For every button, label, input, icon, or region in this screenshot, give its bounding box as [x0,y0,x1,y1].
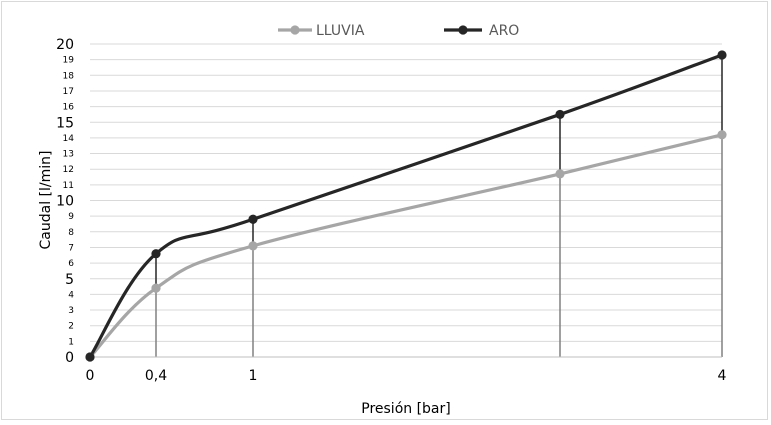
series-line-lluvia [88,133,723,359]
data-point-aro-2 [248,214,258,224]
legend-label-aro: ARO [489,23,519,39]
data-point-aro-0 [85,352,95,362]
y-tick-label-17: 17 [63,87,74,97]
series-lines [88,53,723,359]
y-tick-label-14: 14 [63,134,75,144]
y-tick-label-4: 4 [68,290,74,300]
y-axis-title: Caudal [l/min] [38,151,54,250]
y-tick-label-15: 15 [56,115,74,131]
x-tick-label-1: 1 [249,368,258,384]
y-tick-label-5: 5 [65,272,74,288]
x-tick-label-0: 0 [86,368,95,384]
gridlines [90,43,722,342]
data-point-aro-3 [555,109,565,120]
y-tick-label-9: 9 [68,212,74,222]
legend-marker-lluvia [290,25,300,35]
y-tick-label-0: 0 [65,350,74,366]
data-point-lluvia-2 [248,241,258,251]
y-tick-label-12: 12 [63,165,74,175]
data-point-aro-1 [151,249,161,259]
y-tick-label-3: 3 [68,306,74,316]
data-point-aro-4 [717,50,727,60]
y-tick-label-18: 18 [63,71,75,81]
data-point-lluvia-1 [151,283,161,293]
y-tick-label-6: 6 [68,259,74,269]
y-tick-label-8: 8 [68,228,74,238]
x-axis-title: Presión [bar] [361,401,450,417]
data-points [85,50,727,362]
y-tick-label-20: 20 [56,37,74,53]
y-tick-label-19: 19 [63,56,75,66]
drop-lines [155,54,723,357]
x-tick-label-4: 4 [718,368,727,384]
y-tick-label-2: 2 [68,322,74,332]
data-point-lluvia-3 [555,169,565,179]
y-tick-label-16: 16 [63,103,75,113]
legend: LLUVIA ARO [278,23,519,39]
y-tick-label-7: 7 [68,243,74,253]
data-point-lluvia-4 [717,130,727,140]
legend-label-lluvia: LLUVIA [316,23,365,39]
x-tick-label-0,4: 0,4 [145,368,167,384]
y-tick-label-13: 13 [63,150,74,160]
y-tick-label-10: 10 [56,194,74,210]
y-tick-label-1: 1 [68,337,74,347]
series-line-aro [88,53,723,358]
legend-marker-aro [458,25,468,35]
y-tick-label-11: 11 [63,181,74,191]
